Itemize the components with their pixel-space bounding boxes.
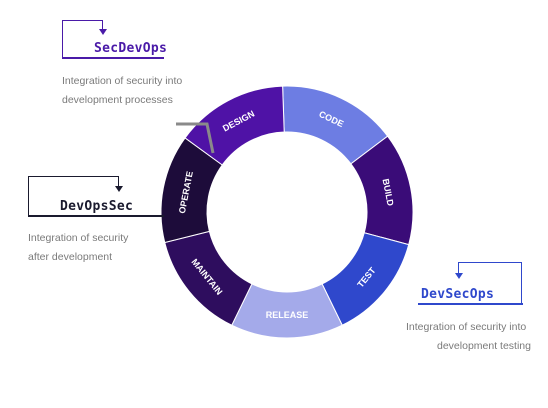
devopssec-title: DevOpsSec (60, 199, 134, 214)
devsecops-title: DevSecOps (421, 287, 495, 302)
secdevops-desc-line2: development processes (62, 94, 173, 106)
devopssec-arrow-icon (114, 186, 123, 192)
segment-label-release: RELEASE (266, 310, 309, 320)
secdevops-desc-line1: Integration of security into (62, 75, 183, 87)
devsecops-bracket-top (458, 262, 522, 263)
segment-design (184, 85, 285, 166)
devopssec-underline (28, 215, 164, 217)
devsecops-arrow-stem (458, 262, 459, 273)
devsecops-arrow-icon (454, 273, 463, 279)
devopssec-desc-line1: Integration of security (28, 232, 129, 244)
devopssec-bracket-side (28, 176, 29, 216)
secdevops-underline (62, 57, 164, 59)
secdevops-arrow-icon (98, 29, 107, 35)
secdevops-arrow-stem (102, 20, 103, 29)
secdevops-title: SecDevOps (94, 41, 168, 56)
devopssec-arrow-stem (118, 176, 119, 186)
devsecops-underline (418, 303, 523, 305)
devopssec-desc-line2: after development (28, 251, 113, 263)
secdevops-bracket-top (62, 20, 102, 21)
devsecops-bracket-side (521, 262, 522, 303)
devops-ring: CODEBUILDTESTRELEASEMAINTAINOPERATEDESIG… (160, 85, 414, 339)
devsecops-desc-line2: development testing (437, 340, 531, 352)
secdevops-bracket-side (62, 20, 63, 58)
connector-line (176, 122, 215, 154)
devopssec-bracket-top (28, 176, 118, 177)
devsecops-desc-line1: Integration of security into (406, 321, 527, 333)
